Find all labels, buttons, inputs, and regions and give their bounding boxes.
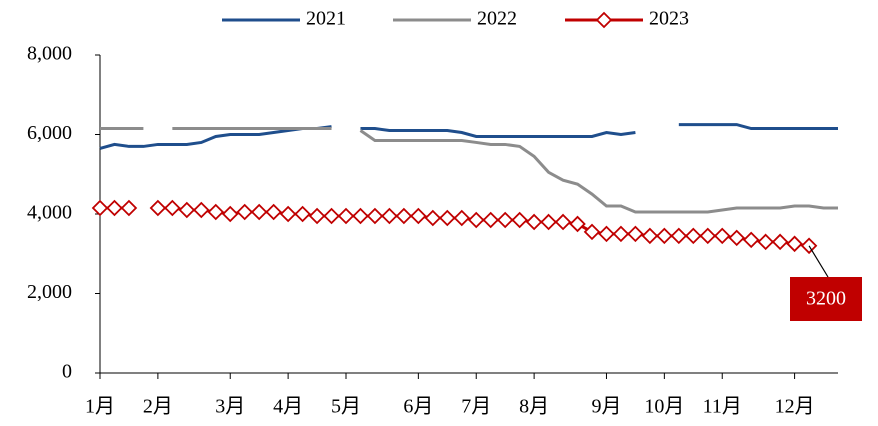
point-marker [381, 207, 398, 225]
point-marker [236, 203, 253, 221]
point-marker [265, 203, 282, 221]
x-tick-label: 3月 [215, 396, 245, 418]
point-marker [771, 233, 789, 251]
point-marker [164, 199, 181, 217]
series-line [100, 206, 810, 248]
y-tick-label: 4,000 [27, 202, 72, 224]
point-marker [482, 211, 499, 229]
point-marker [496, 211, 514, 229]
y-tick-label: 2,000 [27, 281, 72, 303]
point-marker [786, 235, 803, 253]
legend-label: 2022 [477, 8, 517, 30]
point-marker [656, 227, 673, 245]
point-marker [352, 207, 369, 225]
point-marker [598, 225, 615, 243]
x-tick-label: 8月 [519, 396, 549, 418]
x-tick-label: 10月 [644, 396, 684, 418]
point-marker [294, 205, 311, 223]
point-marker [728, 229, 745, 247]
point-marker [221, 205, 239, 223]
point-marker [149, 199, 167, 217]
x-tick-label: 12月 [775, 396, 815, 418]
x-tick-label: 1月 [85, 396, 115, 418]
y-tick-label: 6,000 [27, 122, 72, 144]
point-marker [120, 199, 138, 217]
annotation-box [790, 277, 862, 321]
point-marker [554, 213, 572, 231]
point-marker [337, 207, 355, 225]
point-marker [439, 209, 456, 227]
point-marker [395, 207, 413, 225]
annotation-label: 3200 [806, 288, 846, 310]
point-marker [511, 211, 528, 229]
x-tick-label: 5月 [331, 396, 361, 418]
annotation-leader [808, 245, 829, 278]
point-marker [757, 233, 774, 251]
point-marker [540, 213, 557, 231]
point-marker [713, 227, 731, 245]
x-tick-label: 6月 [403, 396, 433, 418]
legend-label: 2021 [306, 8, 346, 30]
point-marker [424, 209, 442, 227]
point-marker [178, 201, 196, 219]
x-tick-label: 2月 [143, 396, 173, 418]
point-marker [699, 227, 717, 245]
point-marker [525, 213, 543, 231]
point-marker [453, 209, 471, 227]
point-marker [91, 199, 109, 217]
series-line [100, 127, 838, 214]
x-tick-label: 7月 [461, 396, 491, 418]
point-marker [583, 223, 601, 241]
x-tick-label: 9月 [591, 396, 621, 418]
point-marker [279, 205, 297, 223]
legend-label: 2023 [649, 8, 689, 30]
point-marker [250, 203, 268, 221]
legend-marker [595, 11, 613, 29]
y-tick-label: 8,000 [27, 43, 72, 65]
point-marker [685, 227, 702, 245]
point-marker [193, 201, 210, 219]
point-marker [323, 207, 340, 225]
point-marker [467, 211, 485, 229]
x-tick-label: 4月 [273, 396, 303, 418]
point-marker [410, 207, 427, 225]
point-marker [612, 225, 630, 243]
point-marker [569, 215, 586, 233]
point-marker [308, 207, 326, 225]
point-marker [627, 225, 644, 243]
point-marker [742, 231, 760, 249]
x-tick-label: 11月 [703, 396, 742, 418]
point-marker [366, 207, 384, 225]
point-marker [670, 227, 688, 245]
point-marker [207, 203, 225, 221]
point-marker [106, 199, 123, 217]
point-marker [641, 227, 659, 245]
y-tick-label: 0 [62, 361, 72, 383]
